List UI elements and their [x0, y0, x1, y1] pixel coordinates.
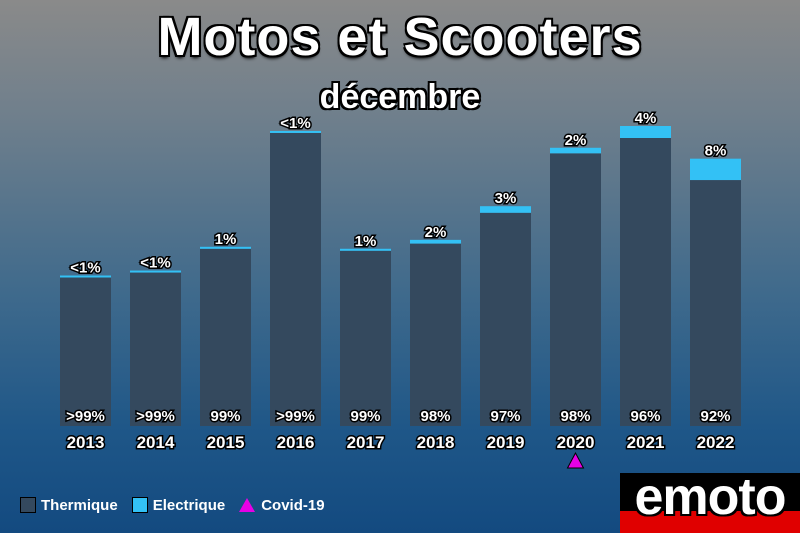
bar-thermique-2014 [130, 272, 181, 426]
bar-thermique-2019 [480, 212, 531, 426]
label-electrique-2015: 1% [215, 231, 237, 248]
bar-thermique-2015 [200, 248, 251, 426]
bar-electrique-2022 [690, 158, 741, 181]
x-tick-2022: 2022 [697, 433, 735, 452]
bar-electrique-2020 [550, 147, 601, 154]
x-tick-2021: 2021 [627, 433, 665, 452]
label-thermique-2013: >99% [66, 408, 105, 425]
bar-electrique-2019 [480, 206, 531, 213]
legend-item-thermique: Thermique [20, 497, 118, 514]
bar-electrique-2014 [130, 270, 181, 273]
x-tick-2020: 2020 [557, 433, 595, 452]
label-thermique-2021: 96% [630, 408, 660, 425]
label-thermique-2022: 92% [700, 408, 730, 425]
label-electrique-2014: <1% [140, 255, 170, 272]
chart-title: Motos et Scooters [157, 7, 643, 67]
label-thermique-2014: >99% [136, 408, 175, 425]
label-thermique-2016: >99% [276, 408, 315, 425]
x-tick-2017: 2017 [347, 433, 385, 452]
label-thermique-2020: 98% [560, 408, 590, 425]
x-tick-2013: 2013 [67, 433, 105, 452]
legend-label-electrique: Electrique [152, 496, 226, 514]
x-tick-2015: 2015 [207, 433, 245, 452]
covid-marker-2020 [566, 451, 585, 469]
chart-subtitle: décembre [319, 78, 481, 116]
bar-thermique-2016 [270, 132, 321, 426]
legend-item-covid: Covid-19 [239, 496, 325, 514]
legend: Thermique Electrique Covid-19 [20, 495, 339, 515]
x-tick-2018: 2018 [417, 433, 455, 452]
bar-thermique-2013 [60, 277, 111, 426]
label-electrique-2022: 8% [705, 143, 727, 160]
legend-label-thermique: Thermique [41, 496, 118, 514]
bar-electrique-2018 [410, 239, 461, 244]
logo-text: emoto [634, 473, 787, 526]
bar-electrique-2017 [340, 248, 391, 251]
bar-thermique-2021 [620, 138, 671, 426]
label-thermique-2018: 98% [420, 408, 450, 425]
x-tick-2014: 2014 [137, 433, 175, 452]
legend-swatch-electrique [131, 497, 148, 513]
label-electrique-2019: 3% [495, 190, 517, 207]
legend-swatch-thermique [20, 497, 36, 513]
bar-electrique-2021 [620, 126, 671, 138]
bar-thermique-2022 [690, 180, 741, 426]
bar-thermique-2020 [550, 153, 601, 426]
label-electrique-2021: 4% [635, 110, 657, 127]
bar-thermique-2017 [340, 250, 391, 426]
label-electrique-2020: 2% [565, 132, 587, 149]
label-electrique-2018: 2% [425, 224, 447, 241]
label-thermique-2017: 99% [350, 408, 380, 425]
label-thermique-2019: 97% [490, 408, 520, 425]
bar-thermique-2018 [410, 243, 461, 426]
label-thermique-2015: 99% [210, 408, 240, 425]
label-electrique-2017: 1% [355, 233, 377, 250]
x-tick-2016: 2016 [277, 433, 315, 452]
covid-triangle-icon [239, 498, 256, 512]
legend-label-covid: Covid-19 [261, 496, 325, 514]
label-electrique-2013: <1% [70, 260, 100, 277]
emoto-logo: emoto [620, 473, 800, 533]
label-electrique-2016: <1% [280, 115, 310, 132]
bar-electrique-2016 [270, 130, 321, 133]
bar-electrique-2015 [200, 246, 251, 249]
bar-electrique-2013 [60, 275, 111, 278]
logo-red-band [620, 511, 800, 533]
legend-item-electrique: Electrique [131, 496, 226, 514]
x-tick-2019: 2019 [487, 433, 525, 452]
